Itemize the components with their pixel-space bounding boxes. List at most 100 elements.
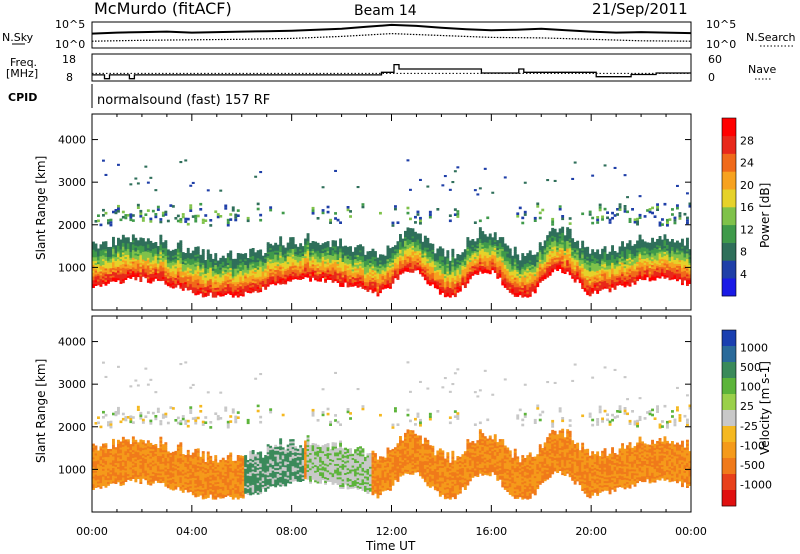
power-cell — [294, 274, 298, 278]
power-cell — [346, 285, 350, 288]
power-cell — [156, 265, 160, 268]
power-cell — [196, 284, 200, 288]
power-cell — [309, 269, 312, 273]
power-cell — [523, 282, 527, 286]
power-cell — [271, 268, 275, 271]
power-cell — [316, 258, 320, 261]
power-cell — [314, 251, 317, 254]
power-cell — [568, 217, 572, 220]
power-cell — [339, 271, 342, 274]
power-cell — [646, 250, 649, 253]
power-cell — [141, 249, 145, 252]
power-cell — [189, 272, 193, 275]
power-cell — [114, 209, 118, 212]
power-cell — [453, 268, 457, 271]
power-cell — [219, 259, 223, 263]
power-cell — [99, 253, 103, 257]
power-cell — [221, 280, 225, 283]
power-cell — [256, 286, 260, 289]
power-cell — [281, 254, 285, 258]
nsky-label: N.Sky — [2, 31, 34, 44]
power-cell — [251, 261, 255, 264]
power-cell — [409, 228, 412, 231]
power-cell — [149, 244, 153, 247]
power-cell — [184, 285, 188, 288]
power-cell — [246, 279, 250, 282]
power-cell — [361, 205, 365, 209]
power-cell — [161, 247, 165, 251]
power-cell — [571, 255, 575, 258]
power-cell — [151, 252, 155, 255]
power-cell — [94, 272, 98, 275]
power-cell — [244, 285, 248, 288]
power-cell — [224, 260, 228, 263]
power-cell — [226, 272, 230, 275]
power-cell — [329, 249, 332, 252]
power-cell — [319, 267, 322, 271]
power-cell — [306, 233, 310, 236]
power-cell — [291, 260, 295, 263]
power-cell — [538, 216, 542, 220]
power-cell — [181, 288, 185, 291]
power-cell — [117, 247, 120, 250]
power-cell — [391, 221, 395, 225]
power-cell — [276, 248, 280, 251]
power-cell — [194, 250, 198, 254]
power-cell — [149, 275, 153, 278]
power-cell — [289, 237, 293, 240]
power-cell — [354, 254, 357, 258]
power-cell — [119, 279, 123, 282]
power-cell — [164, 244, 168, 247]
power-cell — [349, 282, 352, 285]
power-cell — [144, 165, 148, 168]
power-cell — [191, 273, 195, 276]
power-cell — [548, 233, 552, 236]
power-cell — [159, 220, 163, 224]
power-cell — [112, 267, 115, 270]
power-cell — [99, 263, 103, 266]
power-cell — [154, 253, 158, 256]
power-cell — [284, 280, 288, 283]
power-cell — [344, 268, 347, 271]
power-cell — [423, 260, 427, 263]
power-cell — [189, 281, 193, 285]
power-cell — [181, 282, 185, 286]
power-cell — [251, 255, 255, 258]
power-cell — [231, 287, 235, 290]
power-cell — [229, 290, 233, 293]
power-cell — [456, 215, 460, 218]
power-cell — [396, 270, 400, 273]
power-cell — [309, 275, 312, 278]
power-cell — [191, 277, 195, 280]
power-cell — [623, 174, 627, 177]
power-cell — [156, 253, 160, 256]
power-cell — [136, 255, 140, 258]
power-cell — [616, 277, 619, 280]
power-cell — [211, 262, 215, 265]
power-cell — [428, 215, 432, 219]
power-cell — [134, 264, 138, 267]
power-cell — [601, 262, 604, 265]
power-cell — [229, 258, 233, 261]
power-cell — [261, 276, 265, 280]
power-cell — [194, 262, 198, 265]
power-cell — [154, 270, 158, 273]
power-cell — [99, 284, 103, 287]
power-cell — [234, 266, 238, 269]
power-cell — [289, 252, 293, 255]
power-cell — [189, 266, 193, 269]
power-cell — [329, 272, 332, 275]
power-cell — [97, 261, 100, 265]
power-cell — [214, 285, 218, 288]
power-cell — [339, 276, 342, 280]
power-cell — [189, 206, 193, 210]
power-cell — [154, 265, 158, 268]
power-cell — [256, 288, 260, 291]
power-cell — [102, 245, 105, 248]
power-cell — [596, 221, 600, 224]
power-cell — [149, 267, 153, 270]
power-cell — [518, 260, 522, 263]
power-cell — [581, 212, 585, 216]
power-cell — [131, 272, 135, 275]
power-cell — [219, 271, 223, 274]
